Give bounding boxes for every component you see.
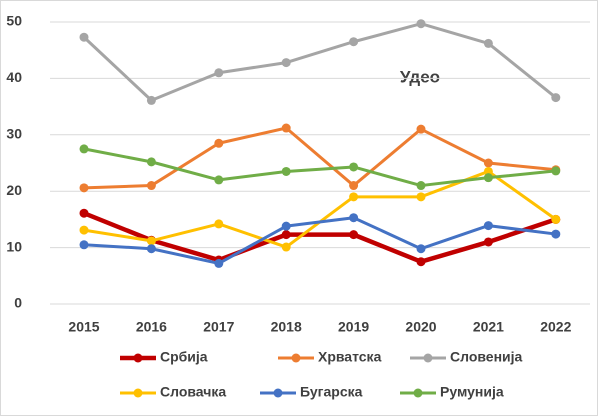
- marker: [146, 157, 156, 167]
- marker: [483, 38, 493, 48]
- marker: [416, 124, 426, 134]
- marker: [214, 258, 224, 268]
- marker: [281, 221, 291, 231]
- y-tick-label: 10: [6, 238, 22, 254]
- series-line: [83, 216, 556, 265]
- x-tick-label: 2022: [540, 319, 571, 335]
- marker: [483, 237, 493, 247]
- x-tick-label: 2015: [68, 319, 99, 335]
- marker: [349, 162, 359, 172]
- marker: [416, 192, 426, 202]
- legend-marker: [133, 388, 143, 398]
- marker: [551, 214, 561, 224]
- marker: [416, 19, 426, 29]
- y-tick-label: 30: [6, 126, 22, 142]
- marker: [146, 244, 156, 254]
- marker: [79, 144, 89, 154]
- marker: [551, 93, 561, 103]
- y-tick-label: 0: [14, 295, 22, 311]
- legend-marker: [413, 388, 423, 398]
- marker: [551, 166, 561, 176]
- marker: [79, 183, 89, 193]
- marker: [349, 213, 359, 223]
- marker: [551, 229, 561, 239]
- legend-label: Хрватска: [318, 349, 382, 365]
- series-line: [82, 22, 557, 102]
- marker: [214, 68, 224, 78]
- marker: [146, 95, 156, 105]
- marker: [79, 240, 89, 250]
- x-tick-label: 2016: [136, 319, 167, 335]
- legend-label: Словенија: [450, 349, 523, 365]
- marker: [79, 32, 89, 42]
- legend-label: Румунија: [440, 384, 504, 400]
- y-tick-label: 50: [6, 13, 22, 29]
- marker: [483, 158, 493, 168]
- marker: [349, 230, 359, 240]
- legend-marker: [291, 353, 301, 363]
- legend-marker: [133, 353, 143, 363]
- marker: [416, 181, 426, 191]
- marker: [214, 138, 224, 148]
- marker: [349, 181, 359, 191]
- legend-label: Бугарска: [300, 384, 363, 400]
- marker: [281, 166, 291, 176]
- legend-marker: [273, 388, 283, 398]
- legend-label: Словачка: [160, 384, 226, 400]
- x-tick-label: 2018: [271, 319, 302, 335]
- marker: [483, 173, 493, 183]
- marker: [281, 58, 291, 68]
- marker: [214, 175, 224, 185]
- y-tick-label: 20: [6, 182, 22, 198]
- marker: [281, 123, 291, 133]
- marker: [349, 37, 359, 47]
- marker: [281, 230, 291, 240]
- marker: [483, 166, 493, 176]
- marker: [214, 219, 224, 229]
- series-line: [83, 147, 556, 188]
- y-tick-label: 40: [6, 69, 22, 85]
- marker: [349, 192, 359, 202]
- marker: [416, 257, 426, 267]
- x-tick-label: 2017: [203, 319, 234, 335]
- marker: [146, 181, 156, 191]
- marker: [281, 242, 291, 252]
- series-line: [83, 211, 557, 264]
- chart-title: Удео: [400, 67, 440, 86]
- x-tick-label: 2019: [338, 319, 369, 335]
- marker: [79, 225, 89, 235]
- legend-label: Србија: [160, 349, 208, 365]
- x-tick-label: 2021: [473, 319, 504, 335]
- marker: [483, 221, 493, 231]
- series-line: [83, 126, 556, 190]
- marker: [79, 208, 89, 218]
- marker: [146, 236, 156, 246]
- legend-marker: [423, 353, 433, 363]
- marker: [416, 244, 426, 254]
- x-tick-label: 2020: [405, 319, 436, 335]
